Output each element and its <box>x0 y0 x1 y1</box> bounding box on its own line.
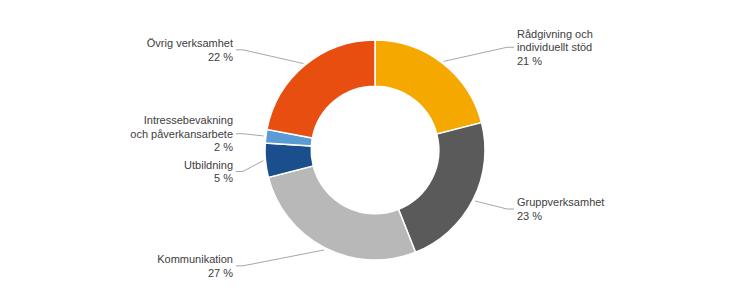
leader-lines <box>236 47 514 266</box>
slice-label: Intressebevakning och påverkansarbete2 % <box>130 114 233 153</box>
leader-line <box>475 201 514 209</box>
leader-line <box>236 134 264 136</box>
slice-label: Kommunikation 27 % <box>157 253 233 279</box>
slice-label-line: individuellt stöd <box>517 41 592 53</box>
chart: Rådgivning ochindividuellt stöd 21 % Grupp… <box>0 0 750 300</box>
leader-line <box>236 250 324 266</box>
slice-label: Övrig verksamhet 22 % <box>147 37 233 63</box>
chart-container: Rådgivning ochindividuellt stöd 21 % Grupp… <box>0 0 750 300</box>
slice-label-line: 27 % <box>208 267 233 279</box>
labels: Rådgivning ochindividuellt stöd 21 % Grupp… <box>130 28 604 279</box>
leader-line <box>236 50 303 64</box>
donut-slice <box>375 40 482 134</box>
slice-label-line: Utbildning <box>184 159 233 171</box>
donut-slice <box>268 166 415 260</box>
slice-label-line: Rådgivning och <box>517 28 593 40</box>
slice-label-line: Övrig verksamhet <box>147 37 233 49</box>
slice-label-line: och påverkansarbete <box>130 128 233 140</box>
slice-label: Gruppverksamhet 23 % <box>517 196 604 222</box>
slice-label-line: 22 % <box>208 51 233 63</box>
slice-label-line: 2 % <box>214 141 233 153</box>
slice-label: Utbildning5 % <box>184 159 233 185</box>
page: {"chart_data": {"type": "donut", "catego… <box>0 0 750 300</box>
slices <box>265 40 485 260</box>
slice-label-line: 21 % <box>517 55 542 67</box>
donut-slice <box>267 40 375 138</box>
slice-label-line: Kommunikation <box>157 253 233 265</box>
slice-label-line: 5 % <box>214 172 233 184</box>
slice-label-line: Intressebevakning <box>144 114 233 126</box>
slice-label-line: 23 % <box>517 210 542 222</box>
slice-label: Rådgivning ochindividuellt stöd 21 % <box>517 28 593 67</box>
donut-slice <box>398 123 485 253</box>
slice-label-line: Gruppverksamhet <box>517 196 604 208</box>
leader-line <box>236 161 263 172</box>
donut-slice <box>265 143 313 177</box>
leader-line <box>444 47 514 61</box>
